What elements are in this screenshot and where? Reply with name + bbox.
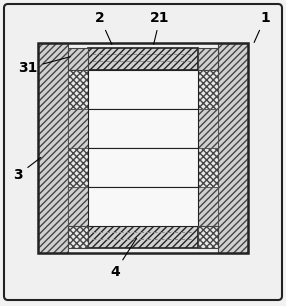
Bar	[68, 48, 88, 70]
Bar	[218, 43, 248, 253]
Bar	[198, 48, 218, 70]
Bar	[68, 226, 88, 248]
Bar	[88, 70, 198, 109]
Text: 4: 4	[110, 238, 136, 279]
Bar	[88, 109, 198, 148]
Bar	[68, 187, 88, 226]
Bar	[88, 226, 198, 248]
Bar	[88, 48, 198, 70]
Bar	[68, 148, 88, 187]
Bar	[88, 187, 198, 226]
Text: 1: 1	[254, 11, 270, 43]
Bar	[68, 109, 88, 148]
Bar	[198, 187, 218, 226]
Bar	[198, 226, 218, 248]
Text: 2: 2	[95, 11, 112, 44]
Bar	[38, 43, 248, 253]
Bar	[198, 148, 218, 187]
Bar	[198, 70, 218, 109]
Bar	[198, 109, 218, 148]
FancyBboxPatch shape	[4, 4, 282, 300]
Text: 3: 3	[13, 158, 41, 182]
Bar	[88, 148, 198, 187]
Text: 31: 31	[18, 57, 70, 75]
Bar	[38, 43, 68, 253]
Bar	[68, 70, 88, 109]
Text: 21: 21	[150, 11, 170, 44]
